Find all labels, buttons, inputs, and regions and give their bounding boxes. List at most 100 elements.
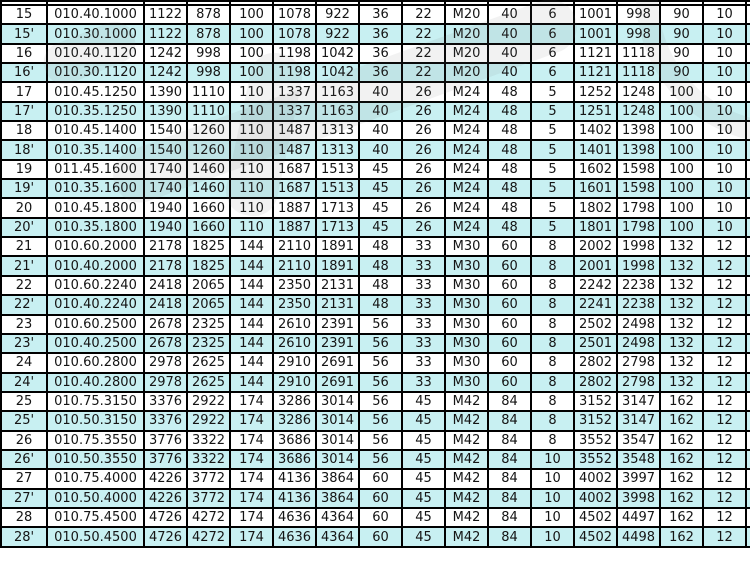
value-cell: 12 [702,506,747,529]
clipped-cell [530,0,575,6]
value-cell: 48 [487,81,532,103]
value-cell: 10 [702,178,747,200]
row-number-cell: 15 [0,3,48,26]
row-number-cell: 26' [0,448,48,471]
value-cell: 5 [530,178,575,200]
value-cell: 6 [530,62,575,84]
value-cell: 100 [229,42,274,65]
value-cell: 144 [229,371,274,393]
value-cell: 10 [702,216,747,239]
value-cell: 45 [358,216,403,239]
value-cell: 60 [487,236,532,258]
value-cell: 174 [229,487,274,509]
value-cell: 1740 [143,158,188,181]
value-cell: 8 [530,332,575,355]
value-cell: 174 [229,526,274,548]
value-cell: 1110 [186,81,231,103]
value-cell: 12 [702,410,747,432]
value-cell: 1713 [315,197,360,219]
value-cell: 8 [530,236,575,258]
value-cell: 174 [229,506,274,529]
value-cell: 56 [358,352,403,374]
value-cell: 174 [229,448,274,471]
value-cell: 56 [358,332,403,355]
value-cell: 2391 [315,332,360,355]
value-cell: 40 [358,100,403,123]
value-cell: 48 [487,100,532,123]
value-cell: M24 [444,197,489,219]
table-row: 17' 010.35.1250 1390 1110 110 1337 1163 40 26 M24… [0,100,750,123]
value-cell: 90 [659,23,704,45]
value-cell: 1601 [573,178,618,200]
value-cell: 45 [401,506,446,529]
value-cell: 1687 [272,158,317,181]
value-cell: 2498 [616,332,661,355]
value-cell: 1540 [143,139,188,161]
value-cell: 100 [229,3,274,26]
value-cell: 1798 [616,216,661,239]
value-cell: 1802 [573,197,618,219]
order-code-cell: 010.50.3150 [46,410,145,432]
row-number-cell: 15' [0,23,48,45]
value-cell: 2110 [272,255,317,277]
row-number-cell: 23 [0,313,48,335]
value-cell: 56 [358,390,403,413]
value-cell: 4002 [573,468,618,490]
value-cell: 1260 [186,139,231,161]
row-number-cell: 27 [0,468,48,490]
value-cell: 84 [487,410,532,432]
value-cell: 1598 [616,158,661,181]
value-cell: 12 [702,448,747,471]
row-number-cell: 26 [0,429,48,451]
value-cell: 2625 [186,371,231,393]
value-cell: 60 [487,352,532,374]
order-code-cell: 010.45.1800 [46,197,145,219]
value-cell: 144 [229,332,274,355]
value-cell: M20 [444,62,489,84]
value-cell: 100 [229,62,274,84]
value-cell: 2131 [315,274,360,297]
clipped-cell-right [745,62,750,84]
table-row: 18' 010.35.1400 1540 1260 110 1487 1313 40 26 M24… [0,139,750,161]
value-cell: 1251 [573,100,618,123]
value-cell: 10 [702,197,747,219]
row-number-cell: 28' [0,526,48,548]
value-cell: 12 [702,236,747,258]
clipped-cell-right [745,3,750,26]
value-cell: 45 [358,197,403,219]
value-cell: 1118 [616,62,661,84]
value-cell: 48 [487,158,532,181]
value-cell: 1801 [573,216,618,239]
value-cell: 56 [358,410,403,432]
value-cell: 5 [530,158,575,181]
value-cell: 26 [401,120,446,142]
table-row: 25 010.75.3150 3376 2922 174 3286 3014 56 45 M42 8… [0,390,750,413]
value-cell: 33 [401,332,446,355]
value-cell: 100 [229,23,274,45]
value-cell: 4364 [315,526,360,548]
value-cell: 1118 [616,42,661,65]
value-cell: 60 [487,371,532,393]
value-cell: 60 [487,274,532,297]
value-cell: 132 [659,294,704,316]
value-cell: 132 [659,352,704,374]
order-code-cell: 010.75.4500 [46,506,145,529]
row-number-cell: 22' [0,294,48,316]
clipped-cell-right [745,448,750,471]
row-number-cell: 16 [0,42,48,65]
row-number-cell: 22 [0,274,48,297]
value-cell: 4364 [315,506,360,529]
clipped-cell [0,0,48,6]
value-cell: 1121 [573,62,618,84]
value-cell: 132 [659,332,704,355]
table-row: 24' 010.40.2800 2978 2625 144 2910 2691 56 33 M30… [0,371,750,393]
value-cell: 1122 [143,23,188,45]
value-cell: 162 [659,390,704,413]
value-cell: 10 [530,506,575,529]
value-cell: 3014 [315,410,360,432]
value-cell: 3552 [573,448,618,471]
value-cell: 40 [358,120,403,142]
clipped-cell-right [745,487,750,509]
clipped-cell-right [745,274,750,297]
